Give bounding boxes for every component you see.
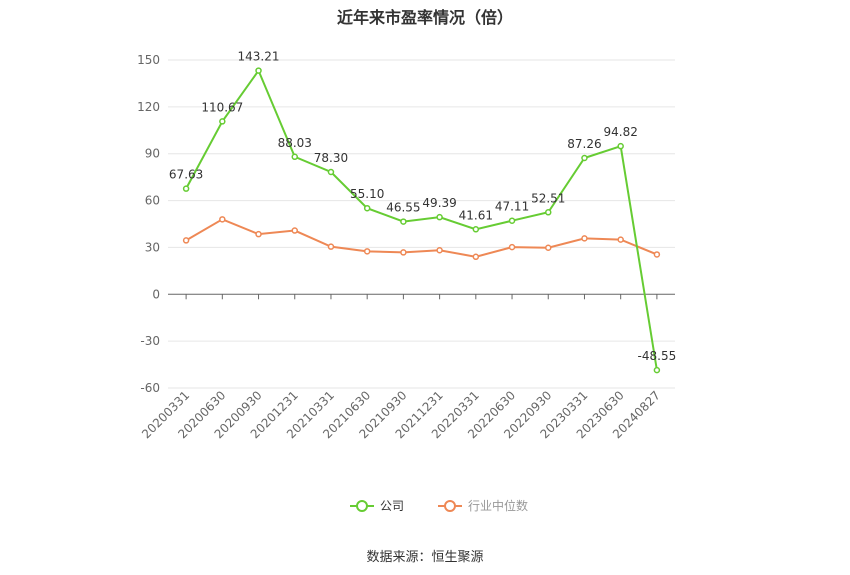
data-point — [617, 236, 624, 243]
data-point — [581, 235, 588, 242]
legend-marker — [444, 500, 456, 512]
data-label: 94.82 — [603, 125, 637, 139]
series-line — [185, 68, 658, 371]
data-label: 52.51 — [531, 191, 565, 205]
data-point — [545, 244, 552, 251]
grid-lines — [168, 59, 675, 389]
data-label: 47.11 — [495, 200, 529, 214]
data-point — [291, 227, 298, 234]
data-label: 78.30 — [314, 151, 348, 165]
series-lines — [182, 67, 661, 374]
data-point — [508, 243, 516, 251]
data-label: 55.10 — [350, 187, 384, 201]
data-point — [400, 249, 407, 256]
data-point — [182, 185, 190, 192]
y-tick-label: 120 — [137, 100, 160, 114]
data-point — [363, 204, 371, 212]
y-tick-label: 30 — [145, 240, 160, 254]
data-point — [617, 142, 624, 150]
data-point — [653, 366, 661, 374]
data-label: 110.67 — [201, 100, 243, 114]
data-point — [255, 230, 262, 238]
data-label: 49.39 — [422, 196, 456, 210]
data-point — [219, 118, 226, 125]
data-point — [436, 246, 443, 254]
data-label: -48.55 — [638, 349, 677, 363]
data-label: 46.55 — [386, 201, 420, 215]
legend-label: 公司 — [380, 499, 404, 513]
data-point — [508, 217, 516, 224]
data-point — [327, 243, 335, 250]
y-tick-label: 90 — [145, 147, 160, 161]
data-point — [255, 67, 262, 74]
y-axis: -60 -30 0 30 60 90 120 150 — [137, 53, 160, 395]
data-point — [581, 154, 588, 162]
data-label: 67.63 — [169, 168, 203, 182]
data-point — [327, 168, 335, 176]
data-point — [436, 213, 443, 221]
data-point — [400, 218, 407, 225]
series-line — [185, 218, 658, 258]
data-label: 87.26 — [567, 137, 601, 151]
legend-label: 行业中位数 — [468, 498, 528, 513]
x-axis: 2020033120200630202009302020123120210331… — [139, 293, 675, 441]
data-label: 41.61 — [459, 208, 493, 222]
legend-marker — [356, 500, 368, 512]
y-tick-label: 0 — [152, 287, 160, 301]
data-point — [363, 248, 371, 255]
data-label: 88.03 — [278, 136, 312, 150]
data-point — [219, 216, 226, 223]
data-point — [472, 253, 480, 261]
pe-ratio-chart: -60 -30 0 30 60 90 120 150 20200331202006302020… — [137, 50, 676, 513]
data-point — [653, 251, 661, 258]
data-point — [545, 209, 552, 216]
legend: 公司 行业中位数 — [350, 498, 528, 513]
chart-title: 近年来市盈率情况（倍） — [336, 8, 513, 27]
data-label: 143.21 — [238, 50, 280, 64]
y-tick-label: 150 — [137, 53, 160, 67]
data-point — [182, 237, 190, 244]
data-source: 数据来源：恒生聚源 — [366, 550, 484, 565]
y-tick-label: -60 — [140, 381, 160, 395]
data-point — [472, 226, 480, 233]
data-point — [291, 153, 298, 161]
y-tick-label: -30 — [140, 334, 160, 348]
y-tick-label: 60 — [145, 194, 160, 208]
